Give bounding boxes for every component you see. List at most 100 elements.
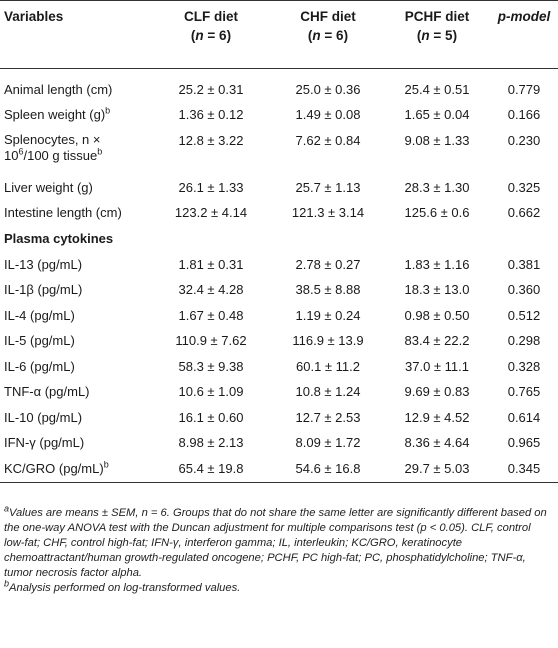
cell-clf: 123.2 ± 4.14 bbox=[174, 205, 248, 221]
cell-pchf: 28.3 ± 1.30 bbox=[404, 179, 470, 195]
header-chf: CHF diet (n = 6) bbox=[272, 1, 384, 69]
table-row: IL-4 (pg/mL) 1.67 ± 0.48 1.19 ± 0.24 0.9… bbox=[0, 303, 558, 329]
cell-p: 0.360 bbox=[507, 282, 541, 298]
cell-chf: 1.19 ± 0.24 bbox=[295, 307, 361, 323]
table-row: KC/GRO (pg/mL)b 65.4 ± 19.8 54.6 ± 16.8 … bbox=[0, 456, 558, 483]
cell-chf: 54.6 ± 16.8 bbox=[272, 456, 384, 483]
spacer-row bbox=[0, 69, 558, 78]
cell-p: 0.765 bbox=[507, 384, 541, 400]
cell-pchf: 8.36 ± 4.64 bbox=[404, 435, 470, 451]
header-variables: Variables bbox=[4, 9, 64, 24]
cell-p: 0.965 bbox=[507, 435, 541, 451]
cell-pchf: 25.4 ± 0.51 bbox=[404, 81, 470, 97]
cell-clf: 8.98 ± 2.13 bbox=[178, 435, 244, 451]
table-row: IL-10 (pg/mL) 16.1 ± 0.60 12.7 ± 2.53 12… bbox=[0, 405, 558, 431]
table-row: IL-1β (pg/mL) 32.4 ± 4.28 38.5 ± 8.88 18… bbox=[0, 278, 558, 304]
cell-clf: 26.1 ± 1.33 bbox=[178, 179, 244, 195]
table-row: IL-13 (pg/mL) 1.81 ± 0.31 2.78 ± 0.27 1.… bbox=[0, 252, 558, 278]
cell-p: 0.298 bbox=[507, 333, 541, 349]
table-row: TNF-α (pg/mL) 10.6 ± 1.09 10.8 ± 1.24 9.… bbox=[0, 380, 558, 406]
cell-pchf: 1.65 ± 0.04 bbox=[404, 107, 470, 123]
cell-p: 0.230 bbox=[507, 133, 541, 148]
cell-clf: 16.1 ± 0.60 bbox=[178, 409, 244, 425]
cell-p: 0.345 bbox=[490, 456, 558, 483]
row-label: Intestine length (cm) bbox=[4, 205, 122, 221]
cell-clf: 58.3 ± 9.38 bbox=[178, 358, 244, 374]
cell-chf: 60.1 ± 11.2 bbox=[296, 358, 360, 374]
data-table: Variables CLF diet (n = 6) CHF diet (n =… bbox=[0, 0, 558, 483]
table-row: IL-5 (pg/mL) 110.9 ± 7.62 116.9 ± 13.9 8… bbox=[0, 329, 558, 355]
footnote-a: aValues are means ± SEM, n = 6. Groups t… bbox=[4, 503, 547, 579]
cell-clf: 1.36 ± 0.12 bbox=[178, 107, 244, 123]
table-row: Spleen weight (g)b 1.36 ± 0.12 1.49 ± 0.… bbox=[0, 103, 558, 129]
cell-chf: 1.49 ± 0.08 bbox=[295, 107, 361, 123]
cell-pchf: 29.7 ± 5.03 bbox=[384, 456, 490, 483]
row-label: Splenocytes, n × 106/100 g tissueb bbox=[4, 132, 103, 163]
cell-chf: 38.5 ± 8.88 bbox=[295, 282, 361, 298]
cell-p: 0.381 bbox=[507, 256, 541, 272]
cell-clf: 10.6 ± 1.09 bbox=[178, 384, 244, 400]
cell-p: 0.328 bbox=[507, 358, 541, 374]
row-label: IFN-γ (pg/mL) bbox=[4, 435, 85, 451]
cell-clf: 1.67 ± 0.48 bbox=[178, 307, 244, 323]
cell-p: 0.512 bbox=[507, 307, 541, 323]
cell-chf: 2.78 ± 0.27 bbox=[295, 256, 361, 272]
row-label: Spleen weight (g)b bbox=[4, 105, 111, 123]
header-clf-n: (n = 6) bbox=[190, 28, 232, 43]
table-row: IFN-γ (pg/mL) 8.98 ± 2.13 8.09 ± 1.72 8.… bbox=[0, 431, 558, 457]
row-label: IL-10 (pg/mL) bbox=[4, 409, 83, 425]
table-footnotes: aValues are means ± SEM, n = 6. Groups t… bbox=[4, 503, 552, 596]
row-label: IL-13 (pg/mL) bbox=[4, 256, 83, 272]
cell-clf: 110.9 ± 7.62 bbox=[175, 333, 247, 349]
cell-clf: 1.81 ± 0.31 bbox=[178, 256, 244, 272]
row-label: IL-5 (pg/mL) bbox=[4, 333, 75, 349]
cell-clf: 12.8 ± 3.22 bbox=[178, 133, 244, 148]
cell-chf: 7.62 ± 0.84 bbox=[295, 133, 361, 148]
table-row: Intestine length (cm) 123.2 ± 4.14 121.3… bbox=[0, 201, 558, 227]
cell-pchf: 37.0 ± 11.1 bbox=[405, 358, 469, 374]
header-pchf-n: (n = 5) bbox=[416, 28, 458, 43]
cell-chf: 25.0 ± 0.36 bbox=[295, 81, 361, 97]
row-label: TNF-α (pg/mL) bbox=[4, 384, 90, 400]
cell-chf: 25.7 ± 1.13 bbox=[295, 179, 361, 195]
cell-p: 0.779 bbox=[507, 81, 541, 97]
row-label: IL-6 (pg/mL) bbox=[4, 358, 75, 374]
cell-pchf: 9.08 ± 1.33 bbox=[404, 133, 470, 148]
row-label: Liver weight (g) bbox=[4, 179, 93, 195]
row-label: IL-1β (pg/mL) bbox=[4, 282, 83, 298]
cell-p: 0.166 bbox=[507, 107, 541, 123]
cell-chf: 116.9 ± 13.9 bbox=[292, 333, 364, 349]
table-row: Animal length (cm) 25.2 ± 0.31 25.0 ± 0.… bbox=[0, 77, 558, 103]
cell-p: 0.614 bbox=[507, 409, 541, 425]
row-label: KC/GRO (pg/mL)b bbox=[0, 456, 150, 483]
header-chf-n: (n = 6) bbox=[307, 28, 349, 43]
row-label: Animal length (cm) bbox=[4, 81, 113, 97]
footnote-b: bAnalysis performed on log-transformed v… bbox=[4, 578, 241, 594]
cell-chf: 12.7 ± 2.53 bbox=[295, 409, 361, 425]
cell-pchf: 9.69 ± 0.83 bbox=[404, 384, 470, 400]
header-pmodel: p-model bbox=[497, 9, 551, 24]
header-pchf: PCHF diet (n = 5) bbox=[384, 1, 490, 69]
cell-chf: 10.8 ± 1.24 bbox=[295, 384, 361, 400]
section-heading-row: Plasma cytokines bbox=[0, 226, 558, 252]
table-row: Liver weight (g) 26.1 ± 1.33 25.7 ± 1.13… bbox=[0, 175, 558, 201]
row-label: IL-4 (pg/mL) bbox=[4, 307, 75, 323]
cell-clf: 25.2 ± 0.31 bbox=[178, 81, 244, 97]
cell-clf: 32.4 ± 4.28 bbox=[178, 282, 244, 298]
cell-pchf: 83.4 ± 22.2 bbox=[404, 333, 470, 349]
header-row: Variables CLF diet (n = 6) CHF diet (n =… bbox=[0, 0, 558, 69]
table-row: Splenocytes, n × 106/100 g tissueb 12.8 ±… bbox=[0, 128, 558, 175]
cell-clf: 65.4 ± 19.8 bbox=[150, 456, 272, 483]
cell-pchf: 1.83 ± 1.16 bbox=[404, 256, 470, 272]
cell-p: 0.662 bbox=[507, 205, 541, 221]
section-heading: Plasma cytokines bbox=[4, 231, 114, 246]
cell-pchf: 18.3 ± 13.0 bbox=[404, 282, 470, 298]
cell-pchf: 125.6 ± 0.6 bbox=[404, 205, 470, 221]
header-clf: CLF diet (n = 6) bbox=[150, 1, 272, 69]
cell-p: 0.325 bbox=[507, 179, 541, 195]
cell-chf: 121.3 ± 3.14 bbox=[291, 205, 365, 221]
cell-pchf: 12.9 ± 4.52 bbox=[404, 409, 470, 425]
table-row: IL-6 (pg/mL) 58.3 ± 9.38 60.1 ± 11.2 37.… bbox=[0, 354, 558, 380]
cell-chf: 8.09 ± 1.72 bbox=[295, 435, 361, 451]
